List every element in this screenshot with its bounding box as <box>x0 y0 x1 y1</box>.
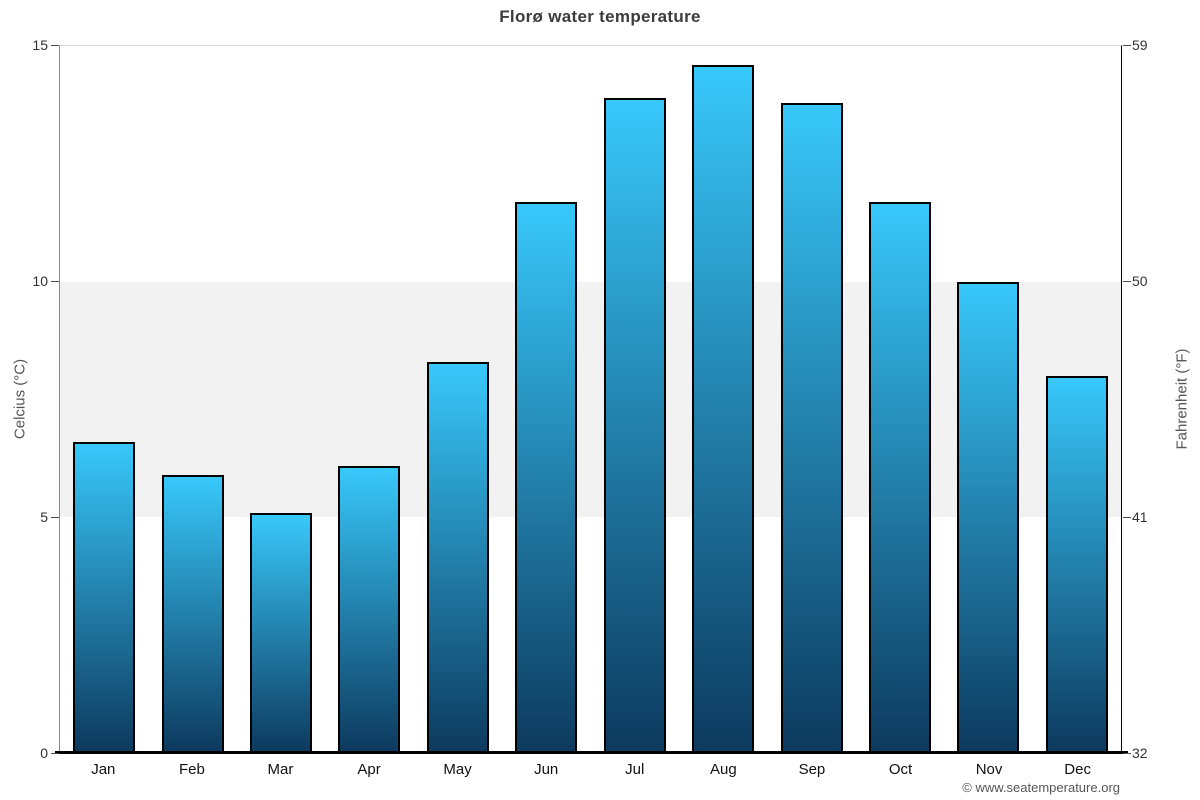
ytick-label-left-5: 5 <box>40 509 48 525</box>
ytick-label-right-32: 32 <box>1132 745 1148 761</box>
bar-slot-mar <box>237 46 325 753</box>
bar-slot-apr <box>325 46 413 753</box>
bar-slot-jan <box>60 46 148 753</box>
bar-apr[interactable] <box>338 465 401 753</box>
chart-title: Florø water temperature <box>499 7 701 26</box>
x-label-aug: Aug <box>709 761 737 778</box>
plot-area <box>59 45 1122 753</box>
ytick-mark-left-0 <box>51 753 59 754</box>
bar-jul[interactable] <box>603 97 666 753</box>
bar-jan[interactable] <box>73 441 136 753</box>
bars-container <box>60 46 1121 753</box>
ytick-label-left-10: 10 <box>32 273 48 289</box>
x-label-feb: Feb <box>178 761 205 778</box>
gridband-5-10 <box>60 281 1121 518</box>
bar-dec[interactable] <box>1045 375 1108 753</box>
ytick-mark-right-41 <box>1123 517 1131 518</box>
ytick-label-left-15: 15 <box>32 37 48 53</box>
bar-slot-aug <box>679 46 767 753</box>
x-label-dec: Dec <box>1064 761 1091 778</box>
ytick-mark-right-32 <box>1123 753 1131 754</box>
bar-jun[interactable] <box>515 201 578 753</box>
ytick-label-right-59: 59 <box>1132 37 1148 53</box>
ytick-mark-left-5 <box>51 517 59 518</box>
bar-slot-feb <box>148 46 236 753</box>
bar-aug[interactable] <box>692 64 755 753</box>
ytick-mark-right-50 <box>1123 281 1131 282</box>
x-axis-labels: Jan Feb Mar Apr May Jun Jul Aug Sep Oct Nov Dec <box>59 761 1122 778</box>
ytick-mark-left-10 <box>51 281 59 282</box>
bar-feb[interactable] <box>161 474 224 753</box>
copyright-credit: © www.seatemperature.org <box>962 780 1120 795</box>
x-label-nov: Nov <box>975 761 1003 778</box>
bar-slot-jul <box>591 46 679 753</box>
bar-sep[interactable] <box>780 102 843 753</box>
y-axis-title-fahrenheit: Fahrenheit (°F) <box>1173 348 1191 450</box>
bar-slot-nov <box>944 46 1032 753</box>
x-label-jan: Jan <box>91 761 116 778</box>
bar-slot-dec <box>1033 46 1121 753</box>
bar-oct[interactable] <box>869 201 931 753</box>
x-label-apr: Apr <box>357 761 381 778</box>
ytick-mark-right-59 <box>1123 45 1131 46</box>
bar-slot-may <box>414 46 502 753</box>
x-label-jul: Jul <box>625 761 645 778</box>
ytick-label-right-50: 50 <box>1132 273 1148 289</box>
x-label-jun: Jun <box>534 761 559 778</box>
ytick-label-left-0: 0 <box>40 745 48 761</box>
bar-slot-oct <box>856 46 944 753</box>
x-label-oct: Oct <box>888 761 913 778</box>
bar-nov[interactable] <box>957 281 1020 753</box>
x-label-mar: Mar <box>267 761 294 778</box>
x-axis-line <box>55 751 1128 754</box>
bar-may[interactable] <box>426 361 489 753</box>
bar-slot-sep <box>767 46 855 753</box>
x-label-sep: Sep <box>798 761 826 778</box>
y-axis-title-celsius: Celcius (°C) <box>11 358 29 440</box>
ytick-label-right-41: 41 <box>1132 509 1148 525</box>
x-label-may: May <box>443 761 472 778</box>
ytick-mark-left-15 <box>51 45 59 46</box>
bar-slot-jun <box>502 46 590 753</box>
bar-mar[interactable] <box>250 512 313 753</box>
